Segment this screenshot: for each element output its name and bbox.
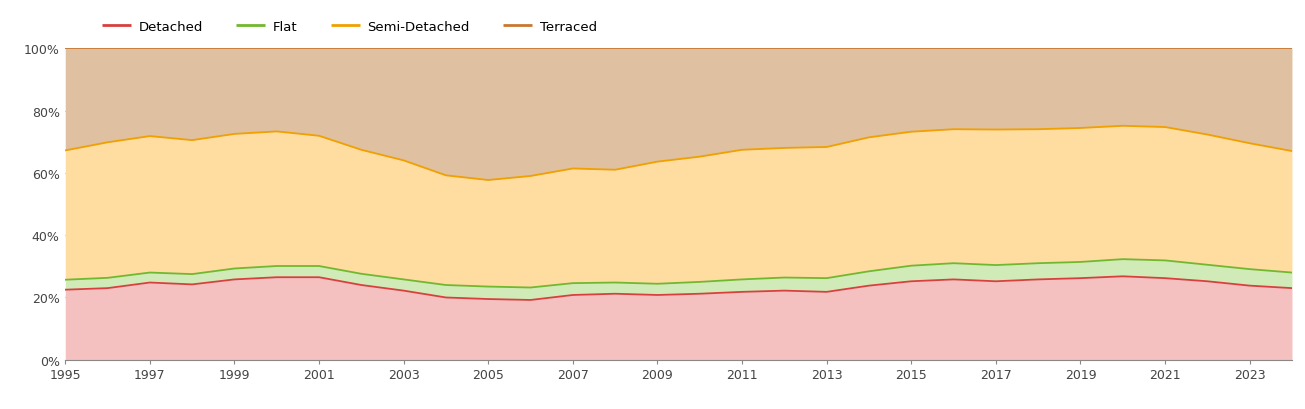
Legend: Detached, Flat, Semi-Detached, Terraced: Detached, Flat, Semi-Detached, Terraced <box>97 15 602 39</box>
